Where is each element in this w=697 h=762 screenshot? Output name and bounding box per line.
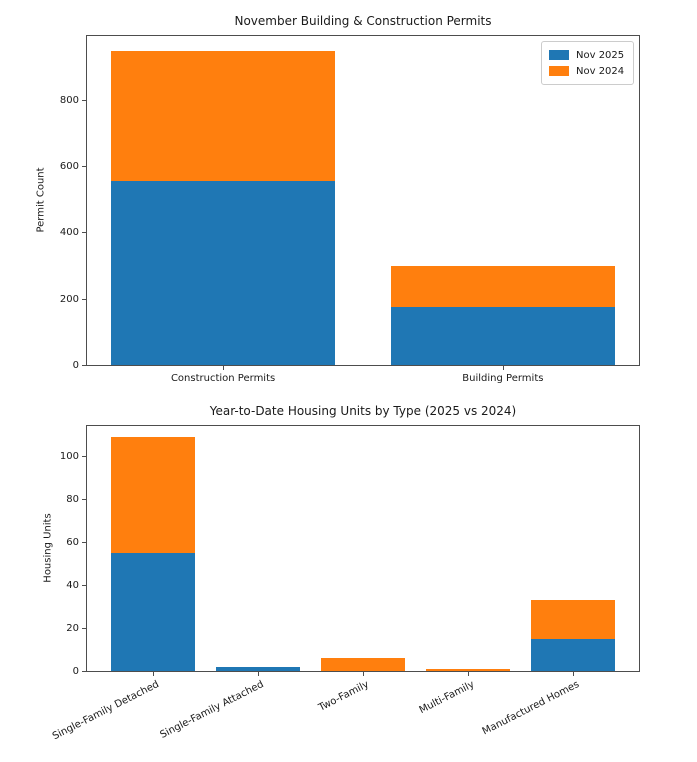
- x-tick-mark-construction-permits: [223, 366, 225, 370]
- x-tick-mark-manufactured-homes: [572, 672, 574, 676]
- chart1-title: November Building & Construction Permits: [234, 14, 492, 28]
- bar-segment-single-family-detached-nov-2025: [111, 552, 196, 671]
- x-tick-label-multi-family: Multi-Family: [417, 679, 476, 717]
- legend-swatch-nov-2025: [549, 50, 569, 60]
- y-tick-label-200: 200: [59, 293, 79, 305]
- x-tick-label-two-family: Two-Family: [317, 679, 371, 714]
- x-tick-label-single-family-attached: Single-Family Attached: [158, 679, 267, 741]
- legend-item-nov-2024: Nov 2024: [549, 63, 626, 79]
- y-tick-label-40: 40: [66, 580, 79, 592]
- x-tick-label-manufactured-homes: Manufactured Homes: [480, 679, 581, 738]
- y-tick-label-0: 0: [72, 360, 79, 371]
- y-tick-label-80: 80: [66, 494, 79, 506]
- bar-segment-manufactured-homes-nov-2025: [530, 638, 615, 671]
- bar-segment-building-permits-nov-2025: [390, 306, 615, 365]
- y-tick-label-600: 600: [59, 161, 79, 172]
- legend-label-nov-2025: Nov 2025: [576, 49, 625, 61]
- y-tick-label-60: 60: [66, 537, 79, 549]
- chart1-y-axis-label: Permit Count: [35, 167, 47, 233]
- chart1-legend: Nov 2025 Nov 2024: [541, 41, 634, 85]
- chart1-plot-area: [86, 35, 640, 366]
- bar-segment-two-family-nov-2024: [321, 658, 405, 671]
- bar-segment-construction-permits-nov-2025: [111, 180, 335, 365]
- x-tick-label-construction-permits: Construction Permits: [170, 373, 276, 384]
- y-tick-mark-0: [82, 671, 86, 672]
- legend-swatch-nov-2024: [549, 66, 569, 76]
- y-tick-mark-600: [82, 166, 86, 167]
- bar-segment-single-family-detached-nov-2024: [111, 436, 196, 553]
- y-tick-label-100: 100: [59, 451, 79, 463]
- y-tick-label-20: 20: [66, 623, 79, 635]
- y-tick-mark-40: [82, 585, 86, 587]
- y-tick-mark-0: [82, 365, 86, 366]
- y-tick-mark-200: [82, 298, 86, 300]
- y-tick-label-0: 0: [72, 666, 79, 677]
- bar-segment-multi-family-nov-2024: [425, 668, 510, 671]
- x-tick-mark-single-family-detached: [153, 672, 155, 676]
- y-tick-mark-800: [82, 99, 86, 101]
- legend-item-nov-2025: Nov 2025: [549, 47, 626, 63]
- y-tick-label-800: 800: [59, 94, 79, 106]
- y-tick-mark-80: [82, 499, 86, 501]
- bar-segment-construction-permits-nov-2024: [111, 50, 335, 181]
- legend-label-nov-2024: Nov 2024: [576, 65, 625, 77]
- y-tick-label-400: 400: [59, 227, 79, 239]
- bar-segment-single-family-attached-nov-2025: [216, 666, 301, 671]
- chart2-plot-area: [86, 425, 640, 672]
- x-tick-mark-multi-family: [467, 672, 469, 676]
- chart2-title: Year-to-Date Housing Units by Type (2025…: [209, 404, 517, 418]
- y-tick-mark-60: [82, 542, 86, 544]
- bar-segment-building-permits-nov-2024: [390, 266, 615, 307]
- x-tick-label-single-family-detached: Single-Family Detached: [51, 679, 162, 743]
- x-tick-mark-single-family-attached: [258, 672, 260, 676]
- x-tick-label-building-permits: Building Permits: [462, 373, 544, 384]
- bar-segment-manufactured-homes-nov-2024: [530, 600, 615, 639]
- y-tick-mark-20: [82, 628, 86, 630]
- y-tick-mark-400: [82, 232, 86, 234]
- x-tick-mark-building-permits: [502, 366, 504, 370]
- y-tick-mark-100: [82, 456, 86, 458]
- x-tick-mark-two-family: [363, 672, 364, 676]
